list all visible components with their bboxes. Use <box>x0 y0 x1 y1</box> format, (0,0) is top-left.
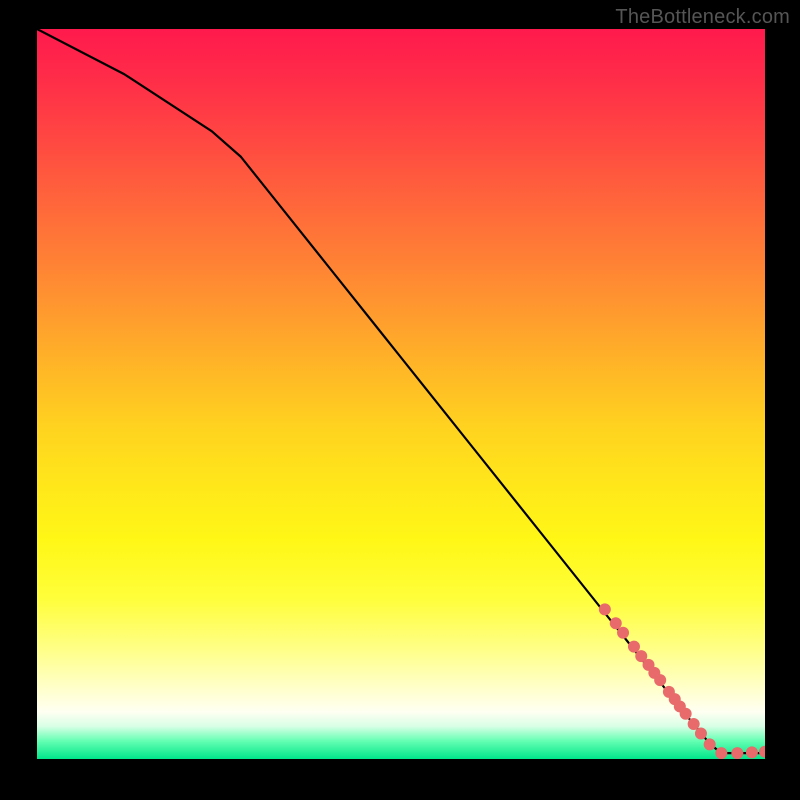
watermark-text: TheBottleneck.com <box>615 6 790 29</box>
scatter-marker <box>715 747 727 759</box>
scatter-marker <box>746 746 758 758</box>
chart-svg <box>37 29 765 759</box>
scatter-marker <box>688 718 700 730</box>
scatter-marker <box>599 603 611 615</box>
plot-area <box>37 29 765 759</box>
scatter-marker <box>654 674 666 686</box>
scatter-marker <box>704 738 716 750</box>
scatter-marker <box>617 627 629 639</box>
chart-frame: TheBottleneck.com <box>0 0 800 800</box>
scatter-marker <box>680 708 692 720</box>
scatter-marker <box>731 747 743 759</box>
scatter-marker <box>610 617 622 629</box>
gradient-background <box>37 29 765 759</box>
scatter-marker <box>695 727 707 739</box>
scatter-marker <box>628 641 640 653</box>
